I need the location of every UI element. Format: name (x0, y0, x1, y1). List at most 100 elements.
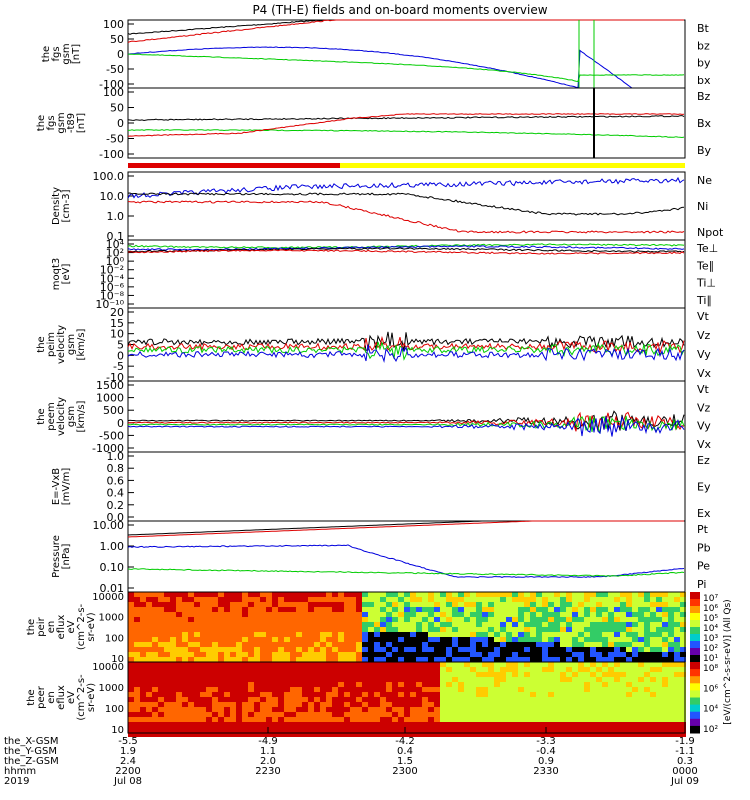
heatmap-cell (302, 647, 308, 652)
heatmap-cell (632, 657, 638, 662)
heatmap-cell (446, 722, 452, 727)
y-tick-label: 10 (111, 654, 124, 665)
heatmap-cell (206, 642, 212, 647)
heatmap-cell (266, 717, 272, 722)
heatmap-cell (524, 717, 530, 722)
heatmap-cell (254, 602, 260, 607)
heatmap-cell (584, 602, 590, 607)
heatmap-cell (278, 667, 284, 672)
heatmap-cell (290, 622, 296, 627)
heatmap-cell (446, 617, 452, 622)
heatmap-cell (200, 732, 206, 737)
heatmap-cell (626, 592, 632, 597)
heatmap-cell (446, 612, 452, 617)
heatmap-cell (476, 627, 482, 632)
y-axis-label-line: the (36, 115, 47, 131)
heatmap-cell (560, 637, 566, 642)
heatmap-cell (242, 612, 248, 617)
heatmap-cell (668, 647, 674, 652)
heatmap-cell (614, 732, 620, 737)
heatmap-cell (308, 682, 314, 687)
heatmap-cell (638, 722, 644, 727)
heatmap-cell (662, 717, 668, 722)
y-tick-label: 10.00 (93, 519, 125, 532)
heatmap-cell (650, 657, 656, 662)
heatmap-cell (194, 602, 200, 607)
heatmap-cell (368, 617, 374, 622)
heatmap-cell (620, 612, 626, 617)
heatmap-cell (656, 612, 662, 617)
heatmap-cell (590, 702, 596, 707)
heatmap-cell (422, 592, 428, 597)
heatmap-cell (518, 617, 524, 622)
heatmap-cell (332, 592, 338, 597)
heatmap-cell (206, 647, 212, 652)
heatmap-cell (662, 592, 668, 597)
heatmap-cell (680, 607, 686, 612)
heatmap-cell (590, 637, 596, 642)
heatmap-cell (638, 642, 644, 647)
heatmap-cell (236, 672, 242, 677)
heatmap-cell (260, 617, 266, 622)
heatmap-cell (482, 712, 488, 717)
heatmap-cell (194, 677, 200, 682)
heatmap-cell (584, 682, 590, 687)
heatmap-cell (170, 612, 176, 617)
heatmap-cell (476, 637, 482, 642)
heatmap-cell (278, 632, 284, 637)
heatmap-cell (476, 597, 482, 602)
heatmap-cell (464, 722, 470, 727)
heatmap-cell (266, 702, 272, 707)
heatmap-cell (644, 712, 650, 717)
heatmap-cell (470, 637, 476, 642)
heatmap-cell (416, 702, 422, 707)
heatmap-cell (458, 637, 464, 642)
heatmap-cell (386, 722, 392, 727)
heatmap-cell (512, 597, 518, 602)
heatmap-cell (542, 632, 548, 637)
heatmap-cell (524, 632, 530, 637)
heatmap-cell (470, 697, 476, 702)
y-axis-label-line: sr-eV) (86, 683, 97, 712)
heatmap-cell (596, 702, 602, 707)
heatmap-cell (506, 672, 512, 677)
heatmap-cell (602, 662, 608, 667)
heatmap-cell (212, 677, 218, 682)
heatmap-cell (380, 612, 386, 617)
y-tick-label: 1.0 (107, 210, 125, 223)
heatmap-cell (512, 602, 518, 607)
heatmap-cell (206, 637, 212, 642)
heatmap-cell (536, 607, 542, 612)
heatmap-cell (398, 712, 404, 717)
heatmap-cell (494, 727, 500, 732)
heatmap-cell (314, 722, 320, 727)
y-tick-label: 50 (110, 102, 124, 115)
heatmap-cell (584, 617, 590, 622)
heatmap-cell (152, 712, 158, 717)
heatmap-cell (524, 682, 530, 687)
heatmap-cell (440, 727, 446, 732)
panel-frame (127, 19, 686, 89)
heatmap-cell (302, 687, 308, 692)
heatmap-cell (620, 727, 626, 732)
heatmap-cell (554, 597, 560, 602)
y-tick-label: 100 (103, 86, 124, 99)
heatmap-cell (494, 637, 500, 642)
heatmap-cell (284, 697, 290, 702)
heatmap-cell (494, 627, 500, 632)
heatmap-cell (140, 592, 146, 597)
colorbar-swatch (690, 599, 700, 607)
heatmap-cell (446, 707, 452, 712)
heatmap-cell (320, 697, 326, 702)
heatmap-cell (218, 702, 224, 707)
heatmap-cell (152, 717, 158, 722)
legend-ey: Ey (697, 481, 711, 494)
heatmap-cell (134, 627, 140, 632)
heatmap-cell (380, 717, 386, 722)
legend-by: by (697, 57, 711, 70)
heatmap-cell (470, 687, 476, 692)
heatmap-cell (374, 602, 380, 607)
heatmap-cell (656, 727, 662, 732)
heatmap-cell (128, 667, 134, 672)
heatmap-cell (626, 667, 632, 672)
